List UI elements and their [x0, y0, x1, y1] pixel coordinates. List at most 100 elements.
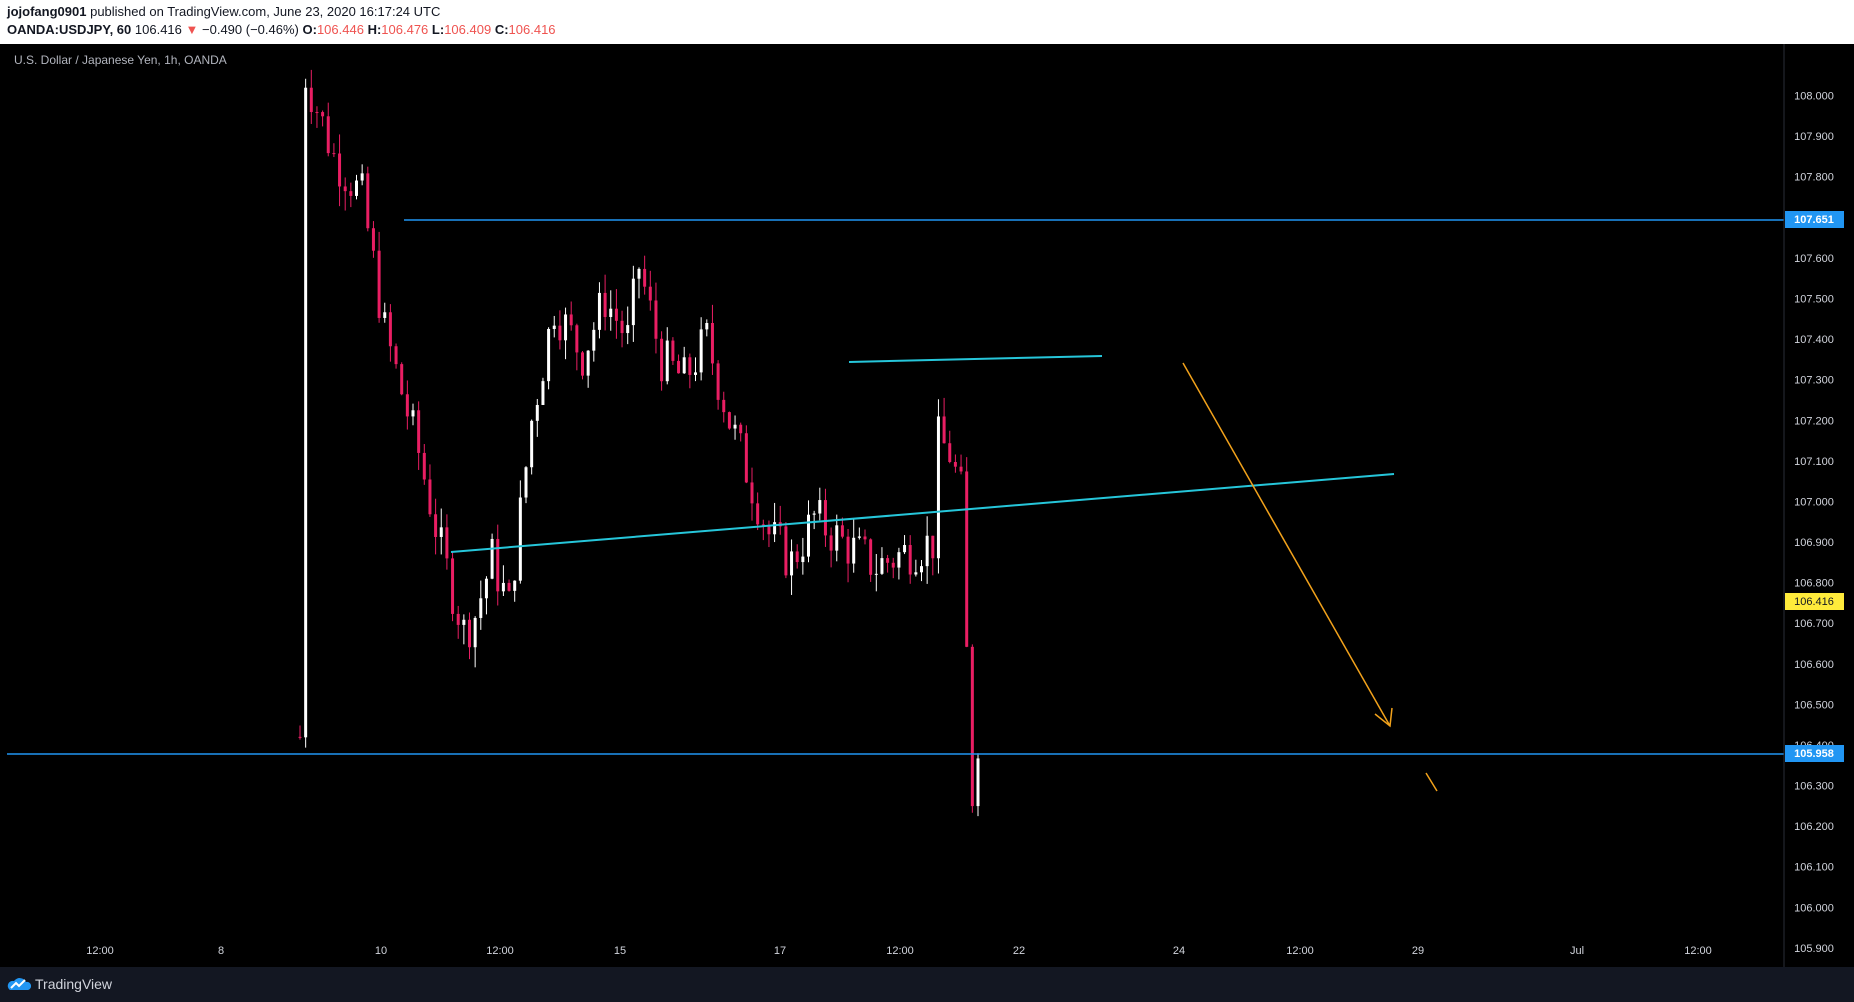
candle-up: [773, 522, 777, 535]
chart-area[interactable]: U.S. Dollar / Japanese Yen, 1h, OANDA 10…: [0, 44, 1854, 967]
candle-down: [965, 471, 969, 647]
chart-header: jojofang0901 published on TradingView.co…: [0, 0, 1854, 44]
symbol-name[interactable]: OANDA:USDJPY, 60: [7, 22, 132, 37]
candle-up: [852, 537, 856, 564]
candle-down: [795, 551, 799, 563]
price-tick-label: 107.100: [1794, 456, 1834, 468]
candle-up: [592, 329, 596, 351]
candle-down: [727, 412, 731, 429]
candle-up: [812, 513, 816, 515]
candle-down: [338, 153, 342, 187]
author-name[interactable]: jojofang0901: [7, 4, 87, 19]
candle-down: [332, 153, 336, 155]
candle-up: [637, 268, 641, 279]
candle-down: [507, 582, 511, 591]
candle-up: [513, 580, 517, 591]
candle-up: [552, 325, 556, 329]
open-label: O:: [302, 22, 317, 37]
candle-up: [665, 340, 669, 382]
high-label: H:: [367, 22, 382, 37]
tradingview-cloud-icon: [7, 978, 31, 990]
price-tick-label: 106.000: [1794, 902, 1834, 914]
candle-down: [377, 250, 381, 318]
price-tick-label: 106.300: [1794, 781, 1834, 793]
candles-layer: [298, 69, 980, 817]
open-value: 106.446: [316, 22, 364, 37]
time-tick-label: 12:00: [486, 945, 514, 957]
candle-down: [953, 461, 957, 467]
candle-up: [535, 404, 539, 421]
candle-down: [654, 300, 658, 339]
candle-down: [603, 292, 607, 317]
tradingview-logo[interactable]: TradingView: [7, 976, 112, 992]
ascending-trend-line[interactable]: [450, 473, 1395, 553]
candle-up: [586, 350, 590, 376]
candle-down: [349, 191, 353, 196]
candle-down: [756, 503, 760, 525]
candle-up: [479, 598, 483, 618]
time-tick-label: 15: [614, 945, 626, 957]
candle-down: [716, 363, 720, 400]
forecast-arrow-tail: [1425, 772, 1438, 792]
candle-down: [445, 527, 449, 559]
candle-up: [462, 619, 466, 625]
candle-down: [846, 536, 850, 564]
candle-up: [631, 278, 635, 326]
low-value: 106.409: [444, 22, 492, 37]
brand-name: TradingView: [35, 976, 113, 992]
candle-up: [790, 551, 794, 576]
candle-down: [891, 562, 895, 568]
candle-down: [840, 525, 844, 537]
published-text: published on TradingView.com, June 23, 2…: [90, 4, 441, 19]
candle-down: [575, 325, 579, 353]
candle-down: [388, 312, 392, 347]
candle-down: [750, 482, 754, 504]
candle-down: [908, 545, 912, 575]
candle-up: [976, 758, 980, 807]
candle-up: [694, 372, 697, 375]
price-chart[interactable]: U.S. Dollar / Japanese Yen, 1h, OANDA 10…: [0, 44, 1854, 967]
publish-info: jojofang0901 published on TradingView.co…: [7, 4, 440, 19]
candle-up: [880, 558, 884, 574]
low-label: L:: [431, 22, 445, 37]
candle-up: [699, 329, 703, 373]
candle-up: [541, 381, 545, 405]
forecast-arrow-line[interactable]: [1182, 362, 1391, 727]
resistance-price-text: 107.651: [1794, 214, 1834, 226]
time-tick-label: 10: [375, 945, 387, 957]
candle-up: [818, 500, 822, 514]
candle-up: [914, 572, 918, 575]
price-change: −0.490 (−0.46%): [202, 22, 299, 37]
change-arrow-icon: ▼: [185, 22, 199, 37]
price-tick-label: 107.500: [1794, 293, 1834, 305]
time-tick-label: 12:00: [886, 945, 914, 957]
candle-down: [744, 433, 748, 483]
candle-up: [360, 173, 364, 181]
price-tick-label: 106.500: [1794, 699, 1834, 711]
candle-down: [456, 613, 460, 625]
candle-down: [451, 558, 455, 614]
time-tick-label: 17: [774, 945, 786, 957]
upper-range-line[interactable]: [848, 355, 1103, 363]
candle-down: [417, 410, 421, 453]
last-price-text: 106.416: [1794, 596, 1834, 608]
candle-up: [897, 552, 901, 568]
candle-down: [298, 736, 302, 738]
price-tick-label: 106.800: [1794, 578, 1834, 590]
candle-down: [931, 535, 935, 559]
candle-down: [863, 536, 867, 540]
time-axis[interactable]: 12:00 8 10 12:00 15 17 12:00 22 24 12:00 29 Jul 12:0…: [86, 945, 1712, 957]
candle-down: [428, 479, 432, 515]
candle-down: [739, 424, 743, 434]
candle-up: [936, 416, 940, 559]
candle-up: [801, 556, 805, 563]
candle-up: [530, 420, 534, 468]
candle-down: [671, 340, 675, 361]
candle-down: [321, 112, 325, 117]
candle-down: [309, 87, 313, 113]
resistance-price-label: 107.651: [1785, 211, 1844, 228]
candle-down: [710, 322, 714, 364]
forecast-arrow-head-icon: [1374, 707, 1393, 728]
candle-down: [959, 466, 963, 472]
candle-down: [620, 320, 624, 334]
